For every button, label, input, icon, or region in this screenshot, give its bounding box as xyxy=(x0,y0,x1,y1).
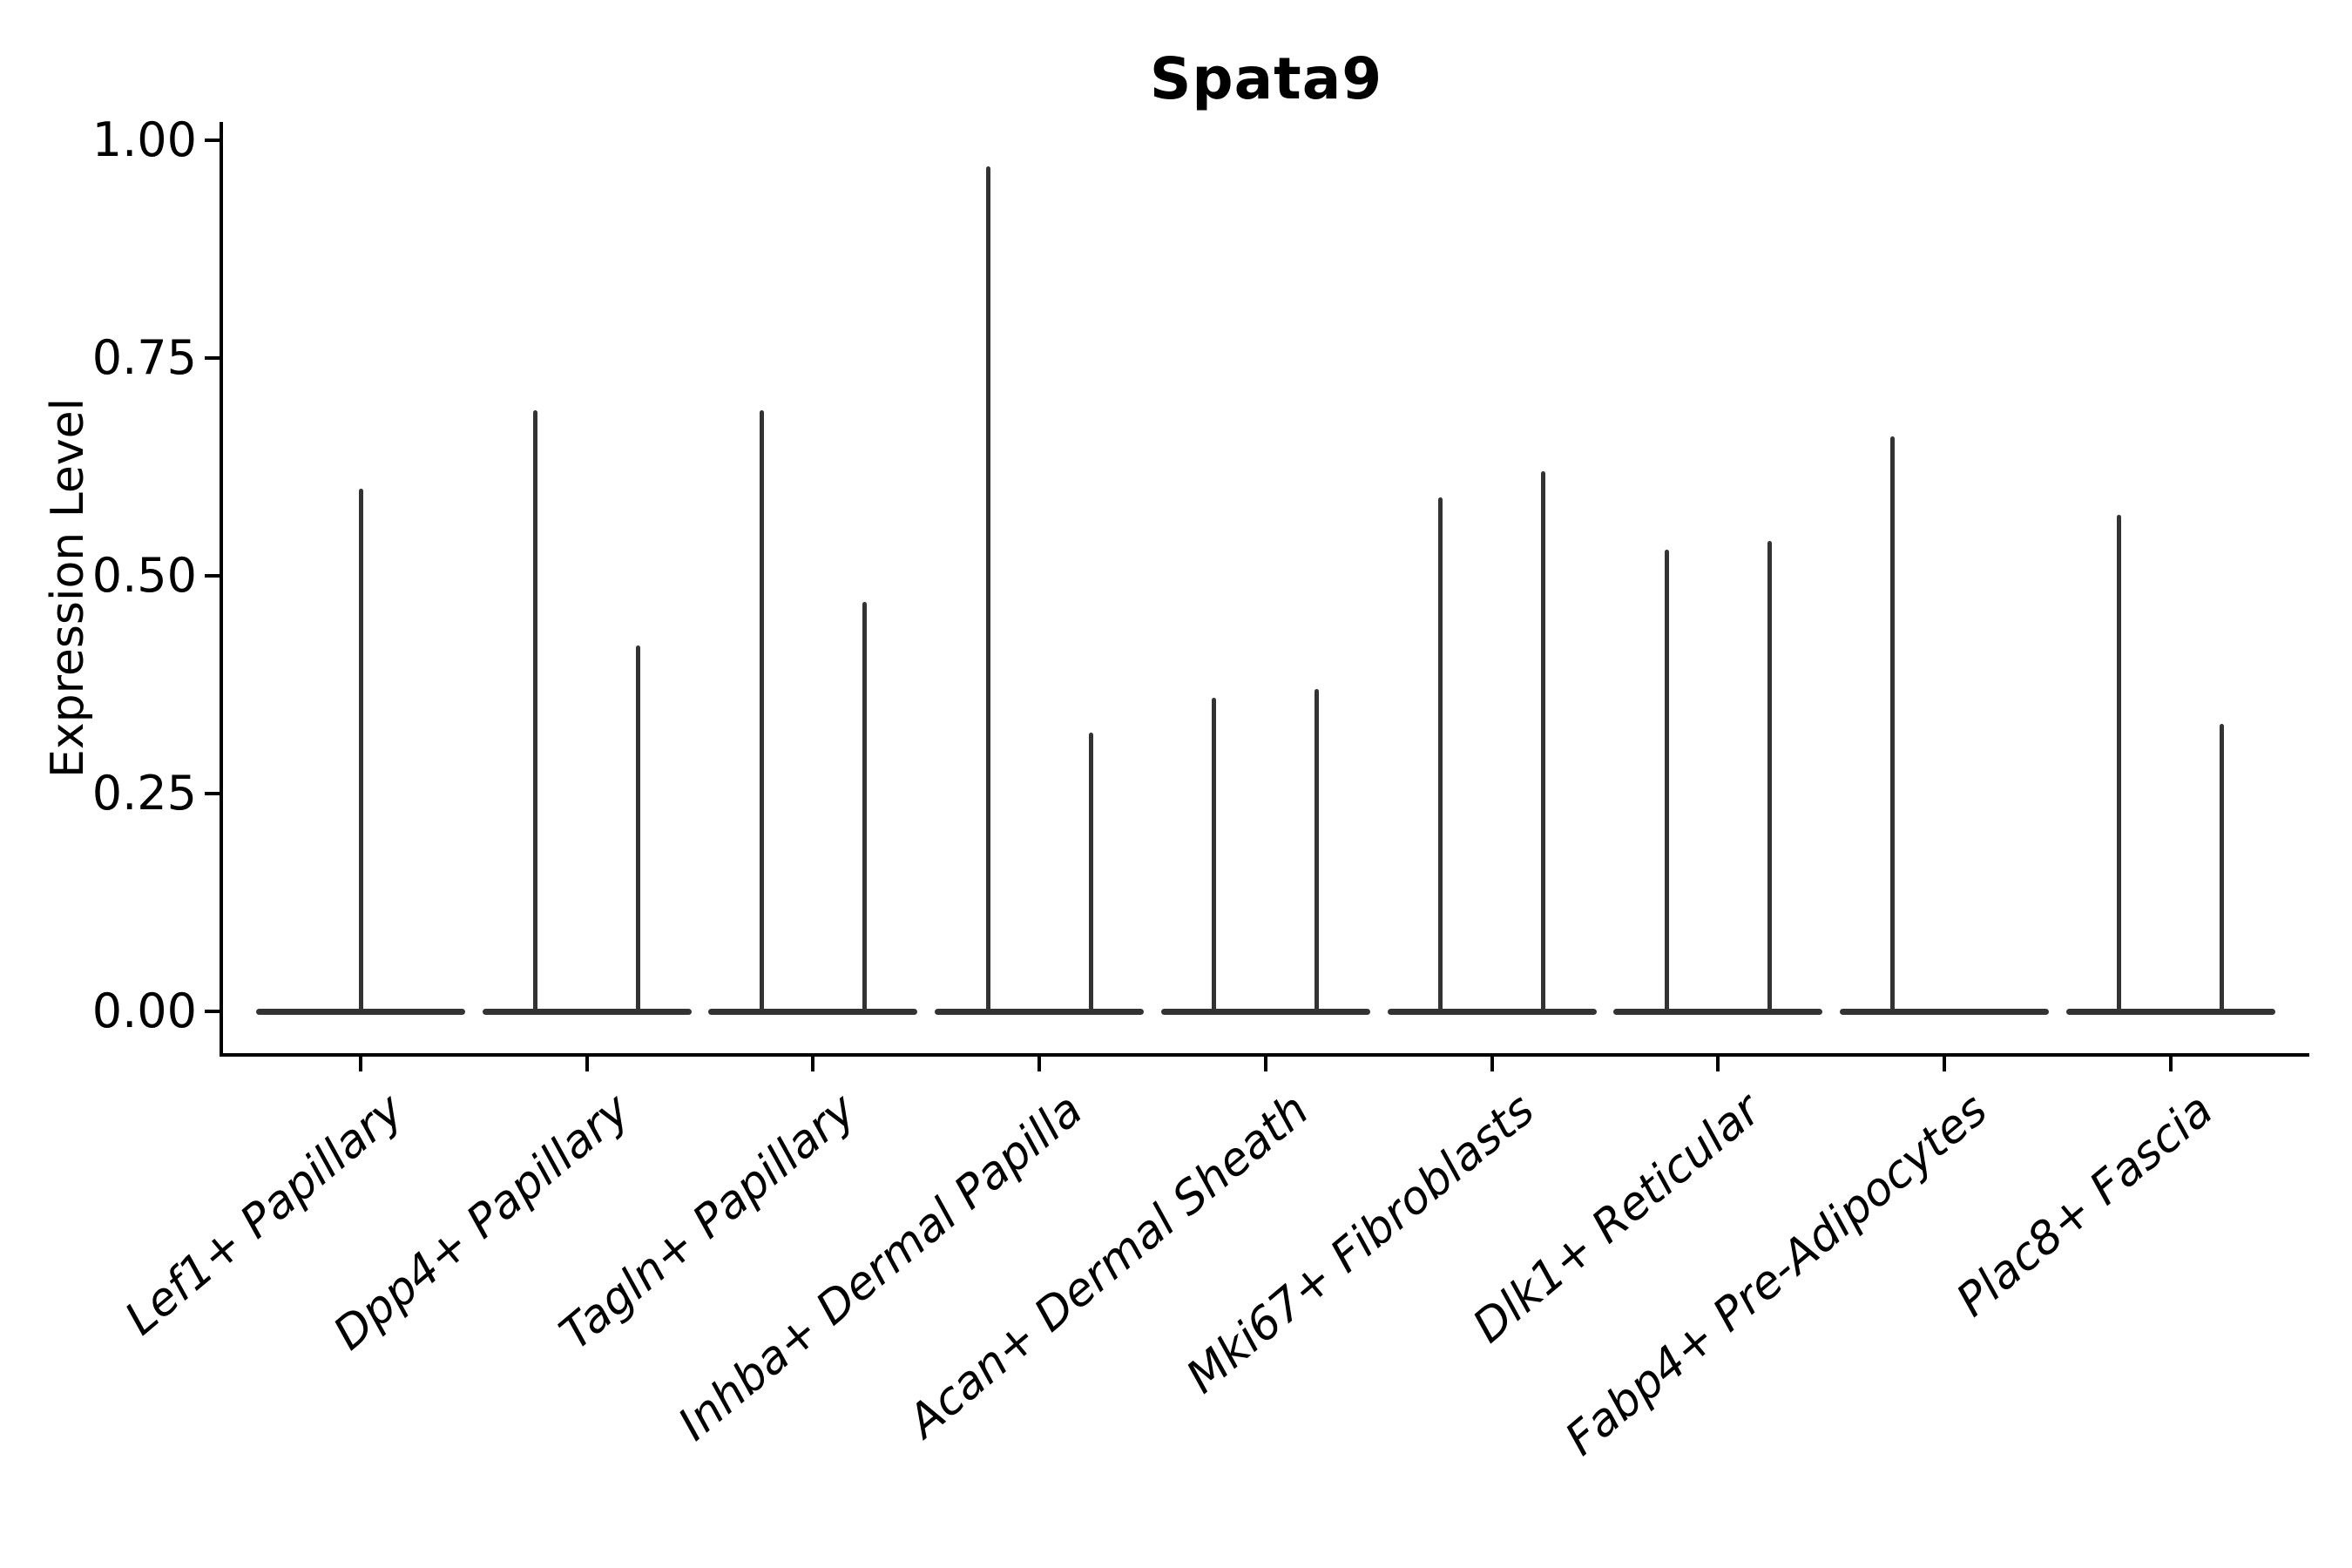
violin-base xyxy=(482,1008,692,1015)
violin-spike xyxy=(1890,436,1896,1014)
x-tick xyxy=(359,1057,362,1071)
violin-spike xyxy=(2220,724,2225,1014)
x-tick xyxy=(811,1057,815,1071)
violin-base xyxy=(935,1008,1145,1015)
y-tick xyxy=(205,792,220,795)
violin-spike xyxy=(533,410,538,1014)
x-tick xyxy=(1490,1057,1494,1071)
x-axis-spine xyxy=(220,1053,2309,1057)
violin-spike xyxy=(1315,689,1320,1014)
x-tick xyxy=(1263,1057,1267,1071)
violin-spike xyxy=(985,166,990,1014)
y-tick xyxy=(205,574,220,578)
y-tick-label: 0.25 xyxy=(91,766,197,821)
violin-spike xyxy=(636,645,641,1014)
y-axis-spine xyxy=(220,122,223,1057)
y-tick xyxy=(205,139,220,142)
chart-title: Spata9 xyxy=(1149,45,1383,112)
violin-base xyxy=(708,1008,918,1015)
x-tick xyxy=(1716,1057,1720,1071)
violin-spike xyxy=(1088,733,1093,1014)
violin-spike xyxy=(1438,497,1443,1014)
violin-spike xyxy=(1664,550,1669,1014)
violin-base xyxy=(1839,1008,2049,1015)
y-tick xyxy=(205,356,220,360)
violin-base xyxy=(1387,1008,1597,1015)
violin-spike xyxy=(759,410,764,1014)
x-tick-label: Fabp4+ Pre-Adipocytes xyxy=(1555,1084,1997,1466)
y-tick-label: 0.50 xyxy=(91,548,197,603)
violin-base xyxy=(2065,1008,2275,1015)
y-tick xyxy=(205,1010,220,1013)
violin-base xyxy=(1613,1008,1823,1015)
y-tick-label: 0.75 xyxy=(91,330,197,385)
x-tick-label: Acan+ Dermal Sheath xyxy=(898,1084,1319,1449)
x-tick xyxy=(1942,1057,1946,1071)
y-tick-label: 0.00 xyxy=(91,983,197,1038)
violin-spike xyxy=(1767,541,1772,1014)
violin-spike xyxy=(862,602,867,1014)
x-tick xyxy=(1037,1057,1042,1071)
violin-base xyxy=(1160,1008,1370,1015)
x-tick xyxy=(585,1057,589,1071)
violin-spike xyxy=(358,489,363,1014)
x-tick xyxy=(2168,1057,2173,1071)
violin-spike xyxy=(2117,515,2122,1014)
violin-spike xyxy=(1541,471,1545,1014)
y-tick-label: 1.00 xyxy=(91,112,197,167)
violin-spike xyxy=(1212,698,1217,1014)
x-tick-label: Inhba+ Dermal Papilla xyxy=(668,1084,1092,1451)
